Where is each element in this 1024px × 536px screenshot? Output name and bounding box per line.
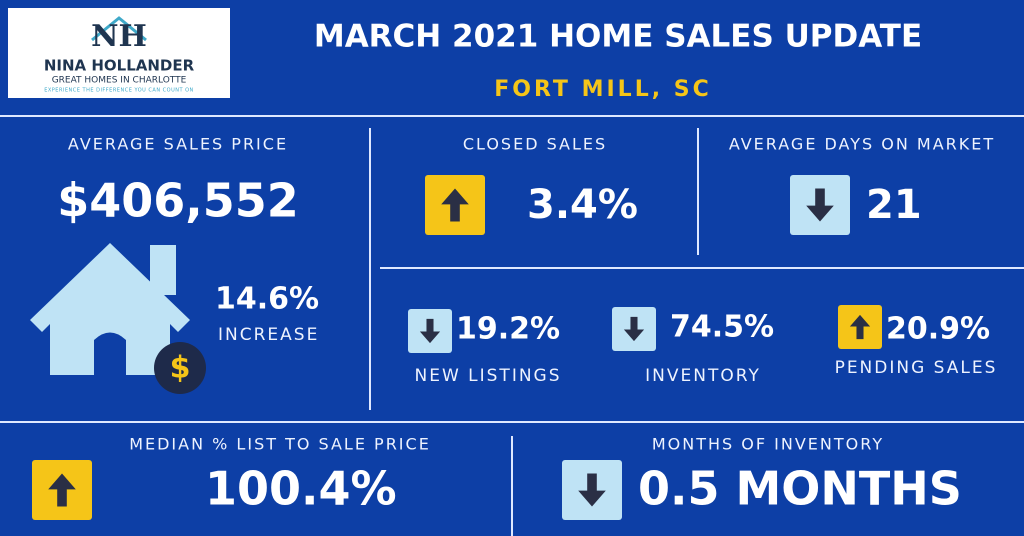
arrow-up-box [838, 305, 882, 349]
logo-box [8, 8, 230, 98]
stat-label: MEDIAN % LIST TO SALE PRICE [129, 435, 431, 454]
stat-value: 21 [866, 182, 922, 228]
svg-text:$: $ [170, 351, 191, 386]
stat-label: PENDING SALES [835, 358, 998, 378]
logo-name: NINA HOLLANDER [44, 57, 195, 75]
arrow [441, 188, 469, 222]
arrow-down-box [612, 307, 656, 351]
house-icon: $ [30, 243, 206, 394]
stat-label: MONTHS OF INVENTORY [652, 435, 884, 454]
stat-value: 3.4% [527, 182, 638, 228]
arrow [419, 318, 441, 344]
arrow-down-box [790, 175, 850, 235]
arrow [806, 188, 834, 222]
stat-change-note: INCREASE [218, 325, 319, 345]
stat-value: 74.5% [670, 310, 774, 345]
arrow-up-box [32, 460, 92, 520]
stat-value: 19.2% [456, 312, 560, 347]
title: MARCH 2021 HOME SALES UPDATE [314, 19, 922, 55]
arrow [849, 314, 871, 340]
stat-label: CLOSED SALES [463, 135, 607, 154]
stat-value: 100.4% [205, 462, 397, 516]
stat-value: $406,552 [57, 174, 299, 228]
logo: NH NINA HOLLANDER GREAT HOMES IN CHARLOT… [8, 8, 230, 98]
logo-initials: NH [91, 19, 147, 54]
arrow-up-box [425, 175, 485, 235]
logo-roof [91, 16, 147, 42]
stat-label: NEW LISTINGS [414, 366, 561, 386]
stat-label: INVENTORY [645, 366, 761, 386]
logo-motto: EXPERIENCE THE DIFFERENCE YOU CAN COUNT … [44, 88, 194, 94]
arrow [623, 316, 645, 342]
stat-value: 0.5 MONTHS [638, 462, 962, 516]
subtitle: FORT MILL, SC [494, 77, 711, 102]
stat-label: AVERAGE SALES PRICE [68, 135, 288, 154]
arrow-down-box [562, 460, 622, 520]
arrow [48, 473, 76, 507]
stat-value: 20.9% [886, 312, 990, 347]
arrow-down-box [408, 309, 452, 353]
logo-tagline: GREAT HOMES IN CHARLOTTE [52, 76, 187, 86]
arrow [578, 473, 606, 507]
stat-label: AVERAGE DAYS ON MARKET [729, 135, 995, 154]
stat-change: 14.6% [215, 282, 319, 317]
